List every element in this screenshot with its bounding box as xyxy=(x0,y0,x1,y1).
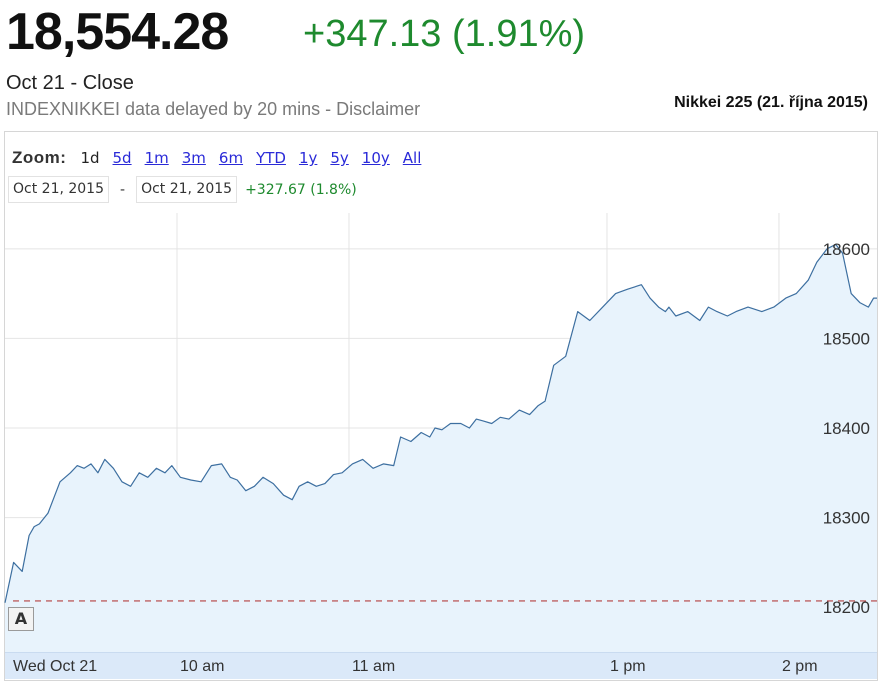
date-range: Oct 21, 2015 - Oct 21, 2015 +327.67 (1.8… xyxy=(8,176,357,203)
range-separator: - xyxy=(120,181,126,198)
index-change: +347.13 (1.91%) xyxy=(303,13,586,55)
zoom-option-1d[interactable]: 1d xyxy=(80,149,100,167)
y-tick-label: 18500 xyxy=(823,329,870,348)
range-change: +327.67 (1.8%) xyxy=(245,181,357,198)
annotation-a-icon[interactable]: A xyxy=(8,607,34,631)
zoom-option-ytd[interactable]: YTD xyxy=(256,149,286,167)
y-tick-label: 18600 xyxy=(823,240,870,259)
x-tick-label: 2 pm xyxy=(782,658,818,675)
zoom-option-5y[interactable]: 5y xyxy=(330,149,349,167)
y-tick-label: 18200 xyxy=(823,598,870,617)
zoom-option-all[interactable]: All xyxy=(402,149,422,167)
x-tick-label: 1 pm xyxy=(610,658,646,675)
x-axis-bar xyxy=(5,652,877,679)
zoom-option-1y[interactable]: 1y xyxy=(298,149,318,167)
zoom-option-1m[interactable]: 1m xyxy=(144,149,169,167)
y-tick-label: 18400 xyxy=(823,419,870,438)
close-date: Oct 21 - Close xyxy=(6,72,134,94)
zoom-option-6m[interactable]: 6m xyxy=(218,149,244,167)
x-tick-label: 10 am xyxy=(180,658,224,675)
series-line xyxy=(4,243,877,603)
zoom-option-10y[interactable]: 10y xyxy=(361,149,390,167)
zoom-bar: Zoom: 1d 5d 1m 3m 6m YTD 1y 5y 10y All xyxy=(12,148,434,168)
range-start-date[interactable]: Oct 21, 2015 xyxy=(8,176,109,203)
range-end-date[interactable]: Oct 21, 2015 xyxy=(136,176,238,203)
zoom-label: Zoom: xyxy=(12,148,67,167)
delay-disclaimer[interactable]: INDEXNIKKEI data delayed by 20 mins - Di… xyxy=(6,99,421,119)
x-tick-label: Wed Oct 21 xyxy=(13,658,97,675)
zoom-option-5d[interactable]: 5d xyxy=(112,149,132,167)
series-area xyxy=(5,244,877,652)
x-tick-label: 11 am xyxy=(352,658,395,675)
y-tick-label: 18300 xyxy=(823,509,870,528)
chart-caption: Nikkei 225 (21. října 2015) xyxy=(674,94,868,111)
zoom-option-3m[interactable]: 3m xyxy=(181,149,206,167)
index-price: 18,554.28 xyxy=(6,3,229,61)
